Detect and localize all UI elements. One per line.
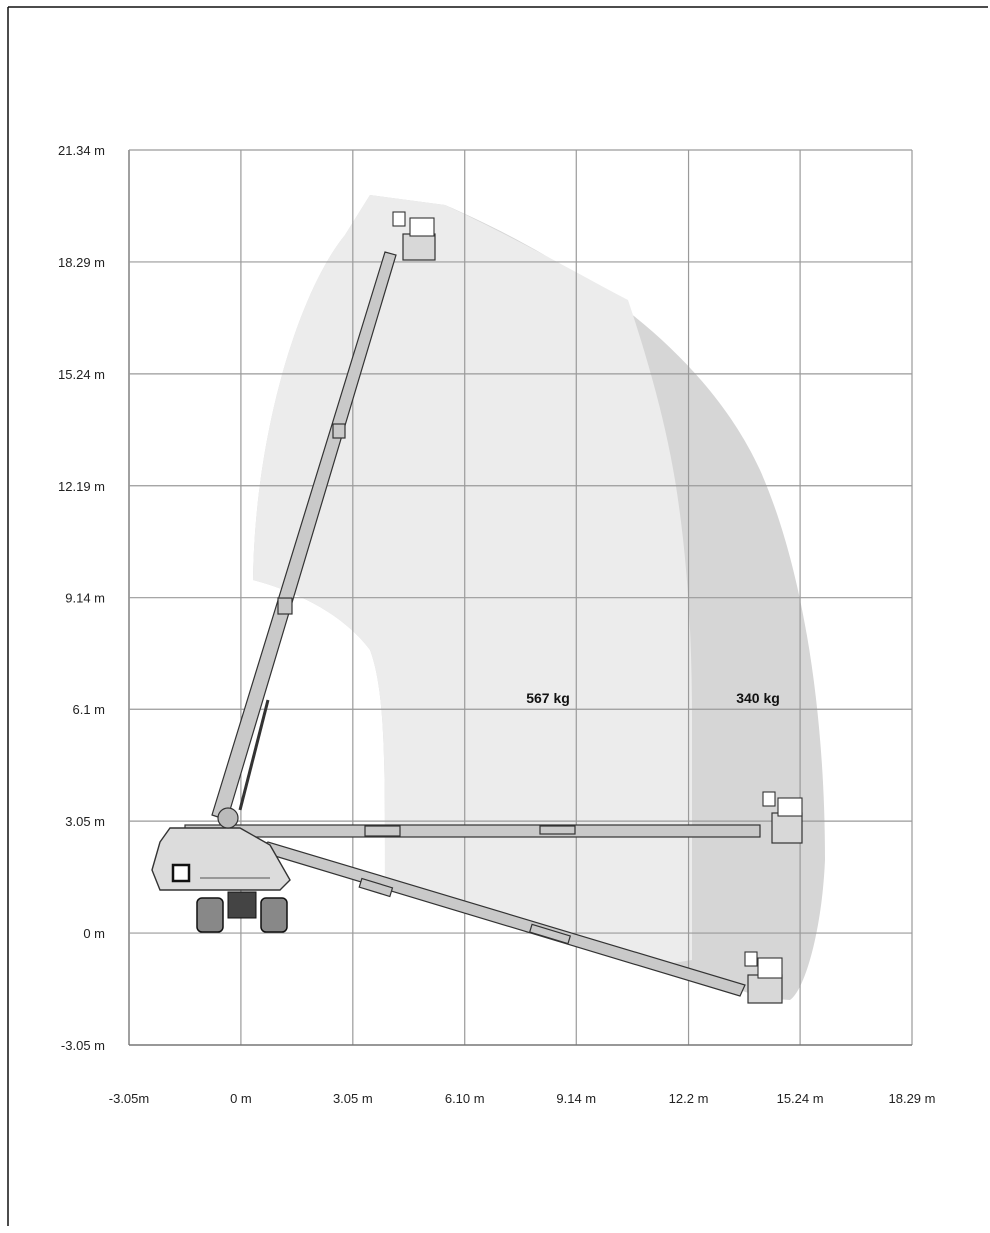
y-tick-label: 9.14 m — [65, 591, 105, 606]
zone-340kg-label: 340 kg — [736, 690, 780, 706]
x-tick-label: 3.05 m — [333, 1091, 373, 1106]
platform-raised — [392, 211, 436, 261]
boom-lift-illustration — [151, 211, 803, 1004]
boom-raised-joint — [277, 597, 293, 615]
platform-horizontal — [762, 791, 803, 844]
y-tick-label: 15.24 m — [58, 367, 105, 382]
x-tick-label: 15.24 m — [777, 1091, 824, 1106]
x-tick-label: 6.10 m — [445, 1091, 485, 1106]
x-tick-label: 9.14 m — [556, 1091, 596, 1106]
platform-lowered-basket — [747, 974, 783, 1004]
zone-567kg-area — [253, 195, 692, 965]
platform-horizontal-control-box — [762, 791, 776, 807]
x-tick-label: 18.29 m — [889, 1091, 936, 1106]
x-axis-ticks: -3.05m 0 m 3.05 m 6.10 m 9.14 m 12.2 m 15.24 m… — [109, 1091, 936, 1106]
boom-pivot — [217, 807, 239, 829]
y-tick-label: 18.29 m — [58, 255, 105, 270]
platform-horizontal-rail — [777, 797, 803, 817]
boom-raised-section — [332, 423, 346, 439]
y-tick-label: 21.34 m — [58, 143, 105, 158]
platform-raised-control-box — [392, 211, 406, 227]
chassis — [151, 807, 291, 933]
boom-lowered-section — [528, 923, 572, 945]
platform-lowered-control-box — [744, 951, 758, 967]
y-tick-label: 6.1 m — [72, 702, 105, 717]
rear-wheel — [260, 897, 288, 933]
y-tick-label: 3.05 m — [65, 814, 105, 829]
x-tick-label: 0 m — [230, 1091, 252, 1106]
boom-lowered-joint — [358, 877, 394, 898]
platform-raised-basket — [402, 233, 436, 261]
boom-horizontal-joint — [364, 825, 401, 837]
zone-567kg-label: 567 kg — [526, 690, 570, 706]
boom-raised-cylinder — [238, 699, 270, 811]
front-wheel — [196, 897, 224, 933]
turntable-window — [171, 863, 191, 883]
y-tick-label: 12.19 m — [58, 479, 105, 494]
x-tick-label: -3.05m — [109, 1091, 149, 1106]
platform-lowered-rail — [757, 957, 783, 979]
drive-hub — [227, 891, 257, 919]
x-tick-label: 12.2 m — [669, 1091, 709, 1106]
platform-horizontal-basket — [771, 812, 803, 844]
y-tick-label: 0 m — [83, 926, 105, 941]
platform-lowered — [744, 951, 783, 1004]
y-tick-label: -3.05 m — [61, 1038, 105, 1053]
boom-horizontal-section — [539, 825, 576, 835]
platform-raised-rail — [409, 217, 435, 237]
boom-horizontal-arm — [184, 824, 761, 838]
y-axis-ticks: 21.34 m 18.29 m 15.24 m 12.19 m 9.14 m 6.1 m 3… — [58, 143, 105, 1053]
grid — [128, 149, 913, 1046]
